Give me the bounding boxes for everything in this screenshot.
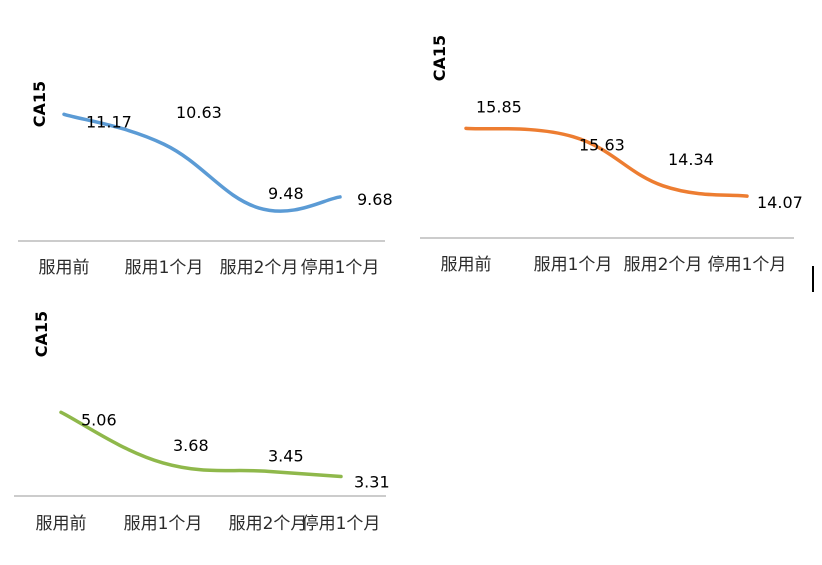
x-tick-label: 服用前 <box>441 255 492 275</box>
data-label: 14.34 <box>668 150 714 169</box>
x-tick-label: 停用1个月 <box>302 514 381 534</box>
x-tick-label: 服用2个月 <box>229 514 308 534</box>
data-label: 15.63 <box>579 136 625 155</box>
x-tick-label: 服用前 <box>36 514 87 534</box>
x-tick-label: 服用2个月 <box>624 255 703 275</box>
x-tick-label: 服用2个月 <box>220 258 299 278</box>
x-tick-label: 服用1个月 <box>124 514 203 534</box>
data-label: 3.45 <box>268 446 304 465</box>
data-label: 5.06 <box>81 410 117 429</box>
data-label: 10.63 <box>176 103 222 122</box>
data-label: 11.17 <box>86 112 132 131</box>
y-axis-label: CA15 <box>30 81 49 127</box>
text-cursor <box>812 266 814 292</box>
y-axis-label: CA15 <box>32 311 51 357</box>
x-tick-label: 服用前 <box>39 258 90 278</box>
x-tick-label: 服用1个月 <box>534 255 613 275</box>
data-label: 14.07 <box>757 193 803 212</box>
x-tick-label: 服用1个月 <box>125 258 204 278</box>
y-axis-label: CA15 <box>430 35 449 81</box>
data-label: 3.31 <box>354 472 390 491</box>
chart-panel-1: 11.17 10.63 9.48 9.68 服用前 服用1个月 服用2个月 停用1个月 CA15 <box>18 81 393 278</box>
data-label: 3.68 <box>173 436 209 455</box>
series-line <box>59 410 343 479</box>
series-line <box>62 112 342 213</box>
chart-panel-2: 15.85 15.63 14.34 14.07 服用前 服用1个月 服用2个月 停用1个月 CA… <box>420 35 803 275</box>
data-label: 15.85 <box>476 97 522 116</box>
series-line <box>464 126 749 198</box>
data-label: 9.68 <box>357 190 393 209</box>
data-label: 9.48 <box>268 184 304 203</box>
x-tick-label: 停用1个月 <box>708 255 787 275</box>
x-tick-label: 停用1个月 <box>301 258 380 278</box>
